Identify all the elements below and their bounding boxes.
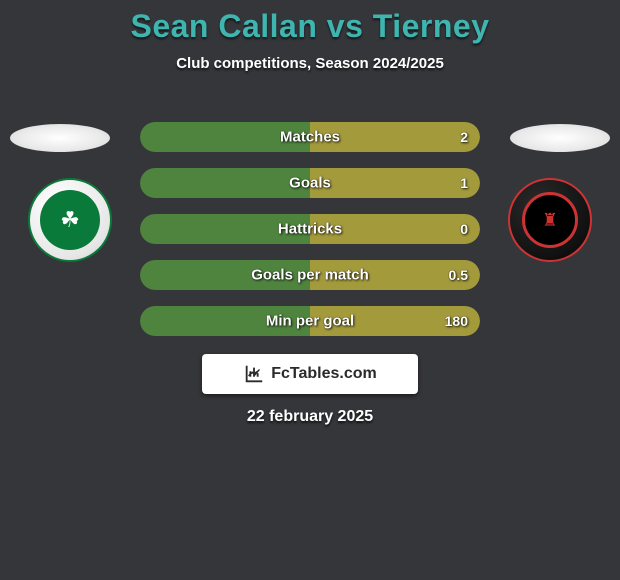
player2-club-badge: ♜ bbox=[508, 178, 592, 262]
stat-value-right: 180 bbox=[445, 313, 468, 329]
chart-icon bbox=[243, 363, 265, 385]
castle-icon: ♜ bbox=[522, 192, 578, 248]
stat-bar: Goals 1 bbox=[140, 168, 480, 198]
stat-bar: Hattricks 0 bbox=[140, 214, 480, 244]
stat-value-right: 2 bbox=[460, 129, 468, 145]
stat-bar-left-half bbox=[140, 168, 310, 198]
stat-bar: Goals per match 0.5 bbox=[140, 260, 480, 290]
stat-label: Goals per match bbox=[251, 267, 369, 284]
player2-avatar bbox=[510, 124, 610, 152]
player1-avatar bbox=[10, 124, 110, 152]
player1-name: Sean Callan bbox=[130, 8, 317, 44]
vs-separator: vs bbox=[327, 8, 364, 44]
stat-bar: Min per goal 180 bbox=[140, 306, 480, 336]
player1-club-badge: ☘ bbox=[28, 178, 112, 262]
stat-bars: Matches 2 Goals 1 Hattricks 0 Goals per match 0… bbox=[140, 122, 480, 352]
stat-bar: Matches 2 bbox=[140, 122, 480, 152]
stat-bar-right-half bbox=[310, 168, 480, 198]
comparison-title: Sean Callan vs Tierney bbox=[0, 0, 620, 45]
stat-value-right: 0 bbox=[460, 221, 468, 237]
stat-label: Min per goal bbox=[266, 313, 354, 330]
stat-label: Hattricks bbox=[278, 221, 342, 238]
date-label: 22 february 2025 bbox=[0, 408, 620, 426]
subtitle: Club competitions, Season 2024/2025 bbox=[0, 55, 620, 72]
stat-label: Goals bbox=[289, 175, 331, 192]
player2-name: Tierney bbox=[373, 8, 490, 44]
brand-text: FcTables.com bbox=[271, 365, 377, 383]
stat-label: Matches bbox=[280, 129, 340, 146]
brand-badge: FcTables.com bbox=[202, 354, 418, 394]
shamrock-icon: ☘ bbox=[40, 190, 100, 250]
stat-value-right: 0.5 bbox=[449, 267, 468, 283]
stat-value-right: 1 bbox=[460, 175, 468, 191]
